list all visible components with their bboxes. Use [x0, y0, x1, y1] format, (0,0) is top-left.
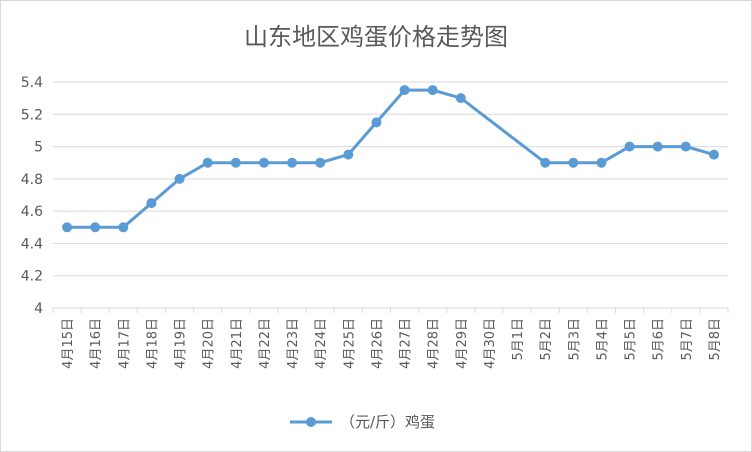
x-tick-label: 4月29日 — [455, 318, 470, 369]
data-point — [146, 198, 157, 209]
y-tick-label: 4 — [34, 301, 43, 317]
x-tick-label: 5月4日 — [595, 318, 610, 361]
y-tick-label: 5 — [34, 140, 43, 156]
data-point — [315, 157, 326, 168]
x-tick-label: 5月1日 — [511, 318, 526, 361]
legend-point-marker — [306, 417, 316, 427]
data-point — [455, 93, 466, 104]
series-line — [67, 88, 715, 229]
x-tick-label: 5月5日 — [624, 318, 639, 361]
data-point — [287, 157, 298, 168]
data-point — [624, 141, 635, 152]
y-tick-label: 5.2 — [21, 107, 43, 123]
x-tick-label: 4月19日 — [174, 318, 189, 369]
x-tick-label: 4月20日 — [202, 318, 217, 369]
x-tick-label: 4月21日 — [230, 318, 245, 369]
x-tick-label: 5月8日 — [708, 318, 723, 361]
data-point — [399, 85, 410, 96]
data-point — [343, 149, 354, 160]
data-point — [652, 141, 663, 152]
x-tick-label: 4月30日 — [483, 318, 498, 369]
x-tick-label: 4月23日 — [286, 318, 301, 369]
x-tick-label: 4月28日 — [427, 318, 442, 369]
x-tick-label: 5月6日 — [652, 318, 667, 361]
data-point — [371, 117, 382, 128]
y-tick-label: 4.8 — [21, 172, 43, 188]
data-point — [174, 173, 185, 184]
x-tick-label: 5月2日 — [539, 318, 554, 361]
x-tick-label: 5月7日 — [680, 318, 695, 361]
data-point — [202, 157, 213, 168]
x-tick-label: 4月27日 — [399, 318, 414, 369]
x-tick-label: 4月24日 — [314, 318, 329, 369]
x-tick-label: 4月26日 — [370, 318, 385, 369]
data-point — [230, 157, 241, 168]
chart-title: 山东地区鸡蛋价格走势图 — [244, 23, 508, 51]
x-tick-label: 5月3日 — [567, 318, 582, 361]
data-point — [708, 149, 719, 160]
y-tick-label: 4.6 — [21, 204, 43, 220]
data-point — [90, 222, 101, 233]
x-tick-label: 4月15日 — [61, 318, 76, 369]
y-tick-label: 4.2 — [21, 269, 43, 285]
x-tick-label: 4月17日 — [117, 318, 132, 369]
y-tick-label: 5.4 — [21, 75, 43, 91]
data-point — [118, 222, 129, 233]
x-tick-label: 4月25日 — [342, 318, 357, 369]
data-point — [258, 157, 269, 168]
data-point — [62, 222, 73, 233]
x-tick-label: 4月18日 — [145, 318, 160, 369]
x-tick-label: 4月16日 — [89, 318, 104, 369]
legend-label: （元/斤）鸡蛋 — [340, 413, 435, 431]
data-point — [427, 85, 438, 96]
data-point — [596, 157, 607, 168]
data-point — [568, 157, 579, 168]
y-tick-label: 4.4 — [21, 236, 43, 252]
data-point — [680, 141, 691, 152]
data-point — [540, 157, 551, 168]
x-tick-label: 4月22日 — [258, 318, 273, 369]
legend: （元/斤）鸡蛋 — [290, 413, 435, 431]
